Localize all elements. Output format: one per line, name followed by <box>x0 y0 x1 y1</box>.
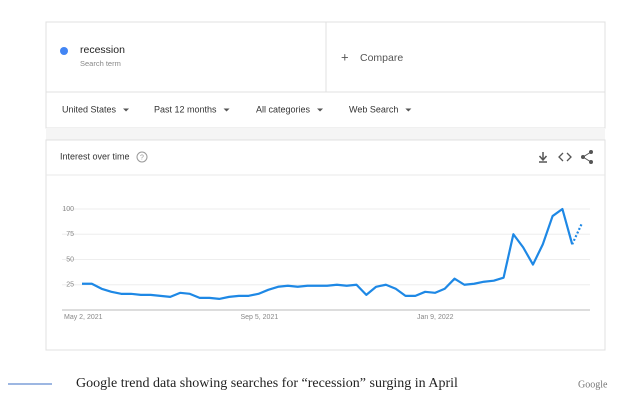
gap <box>46 128 605 140</box>
x-tick-label: May 2, 2021 <box>64 314 103 321</box>
x-tick-label: Sep 5, 2021 <box>240 314 278 321</box>
y-tick-label: 25 <box>66 282 74 289</box>
term-dot <box>60 47 68 55</box>
chart-title: Interest over time <box>60 151 130 161</box>
line <box>82 207 574 300</box>
credit: Google <box>578 379 608 390</box>
filter-dropdown[interactable]: Web Search <box>349 104 398 114</box>
caption: Google trend data showing searches for “… <box>76 376 458 391</box>
x-tick-label: Jan 9, 2022 <box>417 314 454 321</box>
dropdown-arrow <box>317 108 324 112</box>
filter-dropdown[interactable]: All categories <box>256 104 311 114</box>
filter-bar: United States Past 12 months All categorie… <box>62 104 412 114</box>
embed-icon[interactable] <box>558 152 572 162</box>
filter-dropdown[interactable]: Past 12 months <box>154 104 217 114</box>
help-icon[interactable] <box>136 151 148 163</box>
y-tick-label: 100 <box>62 206 74 213</box>
term-type: Search term <box>80 59 121 68</box>
y-tick-label: 50 <box>66 256 74 263</box>
search-term[interactable]: recession <box>80 44 125 56</box>
compare-button[interactable]: Compare <box>360 52 403 64</box>
share-icon[interactable] <box>581 150 593 164</box>
dropdown-arrow <box>123 108 130 112</box>
y-tick-label: 75 <box>66 231 74 238</box>
plot: 25 50 75 100 May 2, 2021 Sep 5, 2021 Jan 9, 20… <box>62 206 590 321</box>
help-icon-glyph: ? <box>140 154 144 161</box>
dropdown-arrow <box>405 108 412 112</box>
filter-dropdown[interactable]: United States <box>62 104 117 114</box>
download-icon[interactable] <box>538 152 548 163</box>
plus-icon[interactable]: + <box>341 49 349 64</box>
dropdown-arrow <box>223 108 230 112</box>
